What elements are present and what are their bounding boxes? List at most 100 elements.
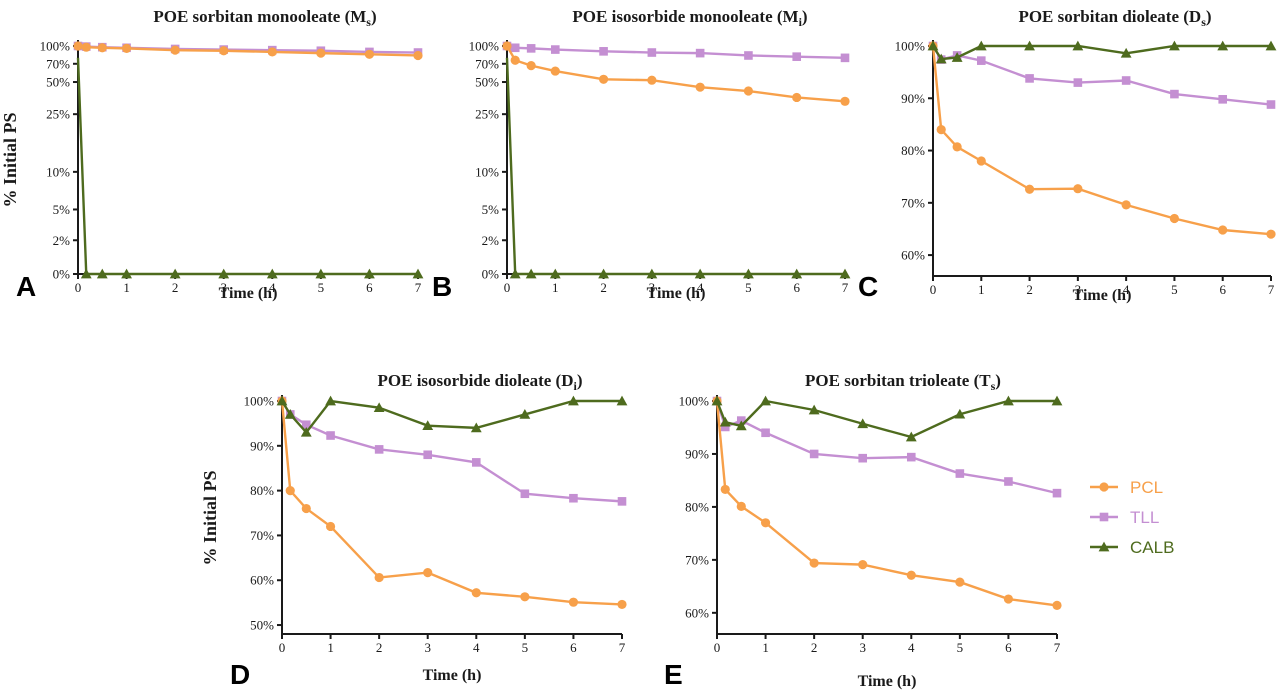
- data-point-tll: [1170, 89, 1179, 99]
- data-point-pcl: [502, 41, 512, 51]
- data-point-pcl: [647, 75, 657, 85]
- y-tick-label: 0%: [482, 267, 500, 282]
- data-point-calb: [616, 395, 628, 406]
- data-point-calb: [857, 418, 869, 429]
- y-axis-label: % Initial PS: [200, 470, 220, 565]
- x-tick-label: 6: [570, 640, 577, 655]
- data-point-pcl: [285, 486, 295, 496]
- data-point-pcl: [1052, 600, 1062, 611]
- y-tick-label: 100%: [40, 39, 71, 54]
- x-tick-label: 4: [908, 640, 915, 655]
- x-tick-label: 4: [269, 280, 276, 295]
- data-point-calb: [276, 395, 288, 406]
- data-point-calb: [1120, 47, 1132, 58]
- y-tick-label: 10%: [475, 164, 499, 179]
- panel-letter: B: [432, 271, 452, 302]
- y-tick-label: 5%: [53, 202, 71, 217]
- y-tick-label: 90%: [685, 446, 709, 461]
- y-tick-label: 80%: [250, 483, 274, 498]
- y-tick-label: 100%: [679, 394, 710, 409]
- chart-title: POE sorbitan monooleate (Ms): [153, 7, 376, 29]
- data-point-tll: [599, 47, 608, 56]
- data-point-tll: [906, 452, 916, 462]
- x-tick-label: 6: [1219, 282, 1226, 297]
- x-tick-label: 0: [504, 280, 511, 295]
- x-tick-label: 5: [318, 280, 325, 295]
- chart-title: POE isosorbide dioleate (Di): [378, 371, 583, 393]
- x-tick-label: 5: [745, 280, 752, 295]
- data-point-tll: [720, 422, 730, 432]
- data-point-calb: [839, 268, 851, 279]
- series-calb: [711, 395, 1063, 442]
- data-point-pcl: [743, 86, 754, 96]
- data-point-calb: [951, 52, 963, 62]
- y-tick-label: 10%: [46, 164, 70, 179]
- x-tick-label: 3: [424, 640, 431, 655]
- x-tick-label: 1: [123, 280, 130, 295]
- x-tick-label: 0: [75, 280, 82, 295]
- data-point-pcl: [955, 577, 965, 587]
- panel-d: POE isosorbide dioleate (Di) 50% 60% 70% 80%…: [200, 371, 628, 690]
- series-line-calb: [76, 57, 418, 276]
- data-point-tll: [550, 45, 560, 54]
- legend-label: TLL: [1130, 508, 1159, 527]
- data-point-pcl: [471, 588, 481, 598]
- data-point-calb: [325, 395, 336, 406]
- series-calb: [276, 395, 628, 437]
- y-tick-label: 80%: [901, 143, 925, 158]
- data-point-calb: [1072, 40, 1084, 51]
- x-tick-label: 6: [366, 280, 373, 295]
- data-point-calb: [711, 395, 723, 406]
- data-point-pcl: [1218, 225, 1228, 235]
- data-point-calb: [218, 268, 230, 279]
- x-axis-label: Time (h): [647, 285, 706, 302]
- data-point-calb: [719, 416, 731, 427]
- x-axis-label: Time (h): [423, 667, 482, 684]
- x-tick-label: 2: [172, 280, 179, 295]
- data-point-pcl: [1003, 594, 1014, 604]
- y-tick-label: 100%: [895, 39, 926, 54]
- data-point-calb: [284, 409, 296, 419]
- data-point-pcl: [526, 61, 536, 71]
- series-tll: [502, 41, 850, 63]
- series-tll: [928, 41, 1276, 109]
- data-point-calb: [169, 268, 181, 279]
- y-tick-label: 25%: [475, 107, 499, 122]
- data-point-calb: [568, 395, 579, 406]
- y-tick-label: 70%: [250, 528, 274, 543]
- y-tick-label: 60%: [685, 605, 709, 620]
- data-point-pcl: [736, 501, 746, 511]
- data-point-pcl: [121, 43, 132, 53]
- data-point-pcl: [301, 503, 311, 514]
- data-point-pcl: [936, 125, 946, 135]
- legend-marker: [1098, 541, 1110, 552]
- y-tick-label: 2%: [482, 233, 500, 248]
- panel-letter: A: [16, 271, 36, 302]
- data-point-pcl: [510, 55, 520, 65]
- data-point-pcl: [520, 592, 530, 602]
- data-point-calb: [1024, 40, 1035, 51]
- x-tick-label: 1: [327, 640, 334, 655]
- x-axis-label: Time (h): [858, 673, 917, 690]
- x-tick-label: 3: [859, 640, 866, 655]
- data-point-calb: [646, 268, 658, 279]
- panel-letter: D: [230, 659, 250, 690]
- legend-item-tll: TLL: [1090, 508, 1159, 527]
- chart-title: POE sorbitan dioleate (Ds): [1018, 7, 1211, 29]
- series-line-pcl: [505, 45, 846, 103]
- legend-marker: [1099, 512, 1109, 522]
- x-tick-label: 1: [762, 640, 769, 655]
- y-tick-label: 5%: [482, 202, 500, 217]
- y-tick-label: 60%: [250, 573, 274, 588]
- data-point-pcl: [1024, 184, 1035, 194]
- legend-item-calb: CALB: [1090, 538, 1174, 557]
- data-point-pcl: [906, 570, 916, 580]
- data-point-tll: [858, 453, 868, 463]
- data-point-pcl: [1073, 184, 1083, 194]
- legend-label: CALB: [1130, 538, 1174, 557]
- data-point-calb: [373, 402, 385, 413]
- data-point-calb: [96, 268, 108, 279]
- y-axis-label: % Initial PS: [0, 112, 20, 207]
- data-point-calb: [412, 268, 424, 279]
- x-tick-label: 4: [1123, 282, 1130, 297]
